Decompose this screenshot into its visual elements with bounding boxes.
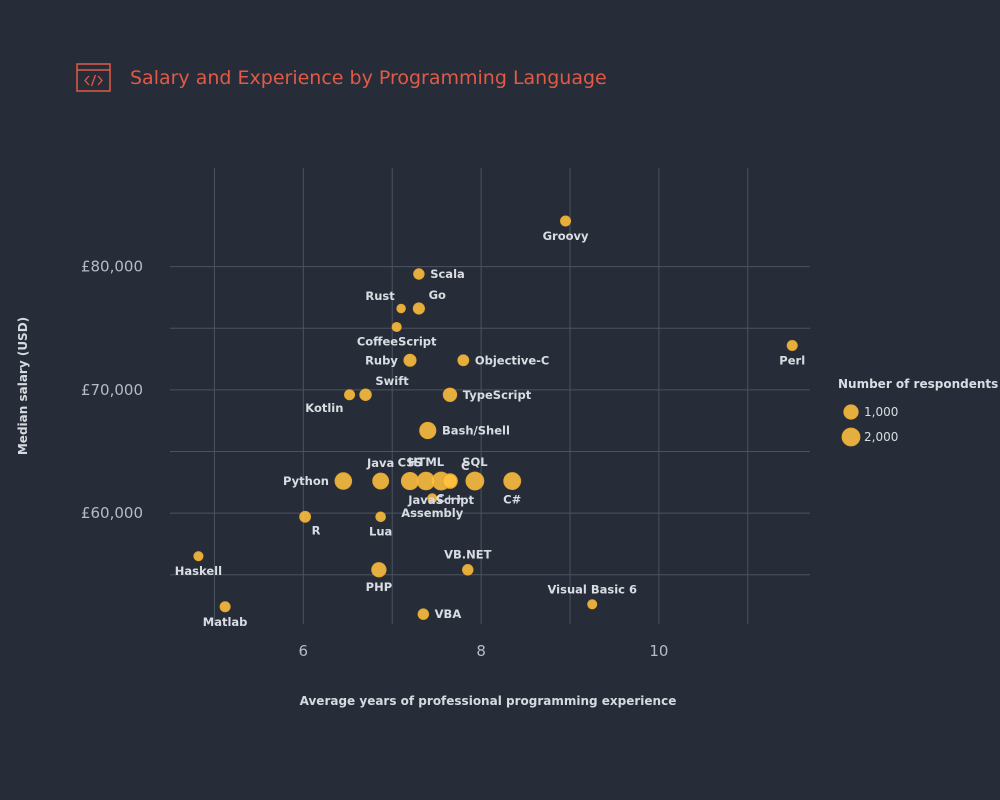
data-point xyxy=(413,268,425,280)
gridlines xyxy=(170,168,810,624)
point-label: VB.NET xyxy=(444,547,492,561)
point-label: Ruby xyxy=(365,353,398,367)
data-point xyxy=(462,564,474,576)
data-point xyxy=(391,321,402,333)
point-label: Swift xyxy=(375,374,409,388)
data-point xyxy=(427,493,438,504)
x-axis-title: Average years of professional programmin… xyxy=(300,694,677,708)
legend-marker xyxy=(841,427,861,447)
point-label: Scala xyxy=(430,267,465,281)
point-labels: Groovy Scala Rust Go CoffeeScript Perl Ruby Obj… xyxy=(175,229,805,629)
chart-title: Salary and Experience by Programming Lan… xyxy=(130,67,607,89)
point-label: HTML xyxy=(408,455,445,469)
data-point xyxy=(403,353,417,367)
point-label: SQL xyxy=(462,455,488,469)
point-label: Haskell xyxy=(175,564,222,578)
data-point xyxy=(344,389,356,401)
point-label: VBA xyxy=(435,607,462,621)
data-point xyxy=(587,599,598,610)
point-label: Bash/Shell xyxy=(442,424,510,438)
x-tick-label: 10 xyxy=(649,642,668,660)
data-point xyxy=(219,601,231,613)
data-point xyxy=(419,421,437,440)
point-label: C xyxy=(461,459,469,473)
legend: Number of respondents 1,000 2,000 xyxy=(838,377,998,447)
point-label: Lua xyxy=(369,525,392,539)
data-point xyxy=(442,473,458,489)
data-point xyxy=(412,302,425,315)
data-point xyxy=(442,387,458,402)
y-tick-label: £70,000 xyxy=(81,381,143,399)
x-tick-label: 8 xyxy=(476,642,486,660)
point-label: Python xyxy=(283,474,329,488)
point-label: R xyxy=(312,523,321,537)
data-point xyxy=(503,472,522,490)
point-label: Java xyxy=(366,456,394,470)
x-tick-label: 6 xyxy=(299,642,309,660)
y-tick-label: £60,000 xyxy=(81,504,143,522)
data-point xyxy=(457,354,470,367)
point-label: Perl xyxy=(779,354,805,368)
point-label: C# xyxy=(503,493,521,507)
data-point xyxy=(375,511,386,523)
data-point xyxy=(299,510,312,523)
y-axis-title: Median salary (USD) xyxy=(16,317,30,455)
y-tick-label: £80,000 xyxy=(81,258,143,276)
data-point xyxy=(372,472,390,490)
data-point xyxy=(334,472,353,490)
data-point xyxy=(359,388,372,402)
code-icon xyxy=(76,63,111,92)
point-label: C++ xyxy=(436,491,464,505)
tick-labels: 6 8 10 £60,000 £70,000 £80,000 xyxy=(81,258,668,660)
data-point xyxy=(786,339,798,351)
legend-label: 1,000 xyxy=(864,405,898,419)
point-label: Visual Basic 6 xyxy=(547,583,637,597)
data-point xyxy=(371,562,387,578)
legend-marker xyxy=(843,404,859,420)
point-label: TypeScript xyxy=(463,388,532,402)
legend-label: 2,000 xyxy=(864,430,898,444)
point-label: Groovy xyxy=(543,229,589,243)
point-label: Go xyxy=(429,288,446,302)
data-point xyxy=(400,471,420,491)
point-label: Kotlin xyxy=(305,401,343,415)
point-label: Rust xyxy=(365,289,395,303)
point-label: JavaScript xyxy=(407,493,474,507)
point-label: Objective-C xyxy=(475,353,550,367)
data-point xyxy=(560,215,572,227)
data-point xyxy=(417,608,430,620)
legend-title: Number of respondents xyxy=(838,377,998,391)
point-label: CoffeeScript xyxy=(357,335,437,349)
point-label: Matlab xyxy=(203,615,248,629)
point-label: CSS xyxy=(398,455,423,469)
data-point xyxy=(396,303,406,314)
point-label: PHP xyxy=(366,580,392,594)
data-point xyxy=(193,551,204,562)
data-point xyxy=(465,471,485,491)
data-points xyxy=(193,215,798,620)
point-label: Assembly xyxy=(401,506,464,520)
data-point xyxy=(416,471,436,491)
